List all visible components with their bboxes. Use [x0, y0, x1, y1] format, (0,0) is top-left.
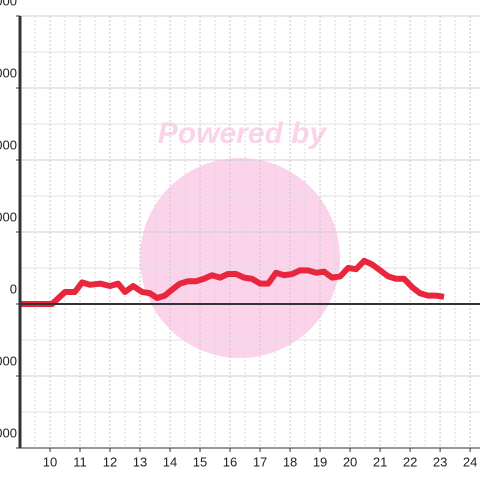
x-tick-label: 14 — [163, 454, 177, 469]
x-tick-label: 23 — [433, 454, 447, 469]
x-tick-label: 16 — [223, 454, 237, 469]
x-tick-label: 22 — [403, 454, 417, 469]
watermark-text: Powered by — [158, 117, 328, 150]
y-tick-label: 9,000 — [0, 65, 17, 80]
y-tick-label: 12,000 — [0, 0, 17, 8]
y-tick-label: 6,000 — [0, 137, 17, 152]
x-tick-label: 11 — [73, 454, 87, 469]
x-tick-label: 20 — [343, 454, 357, 469]
x-tick-label: 24 — [463, 454, 477, 469]
x-tick-label: 10 — [43, 454, 57, 469]
x-tick-label: 15 — [193, 454, 207, 469]
y-tick-label: -3,000 — [0, 353, 17, 368]
x-tick-label: 19 — [313, 454, 327, 469]
x-tick-label: 17 — [253, 454, 267, 469]
x-tick-label: 21 — [373, 454, 387, 469]
data-line — [20, 257, 445, 307]
y-tick-label: 0 — [10, 281, 17, 296]
x-tick-label: 13 — [133, 454, 147, 469]
y-tick-label: 3,000 — [0, 209, 17, 224]
x-tick-label: 12 — [103, 454, 117, 469]
y-tick-label: -6,000 — [0, 425, 17, 440]
x-tick-label: 18 — [283, 454, 297, 469]
